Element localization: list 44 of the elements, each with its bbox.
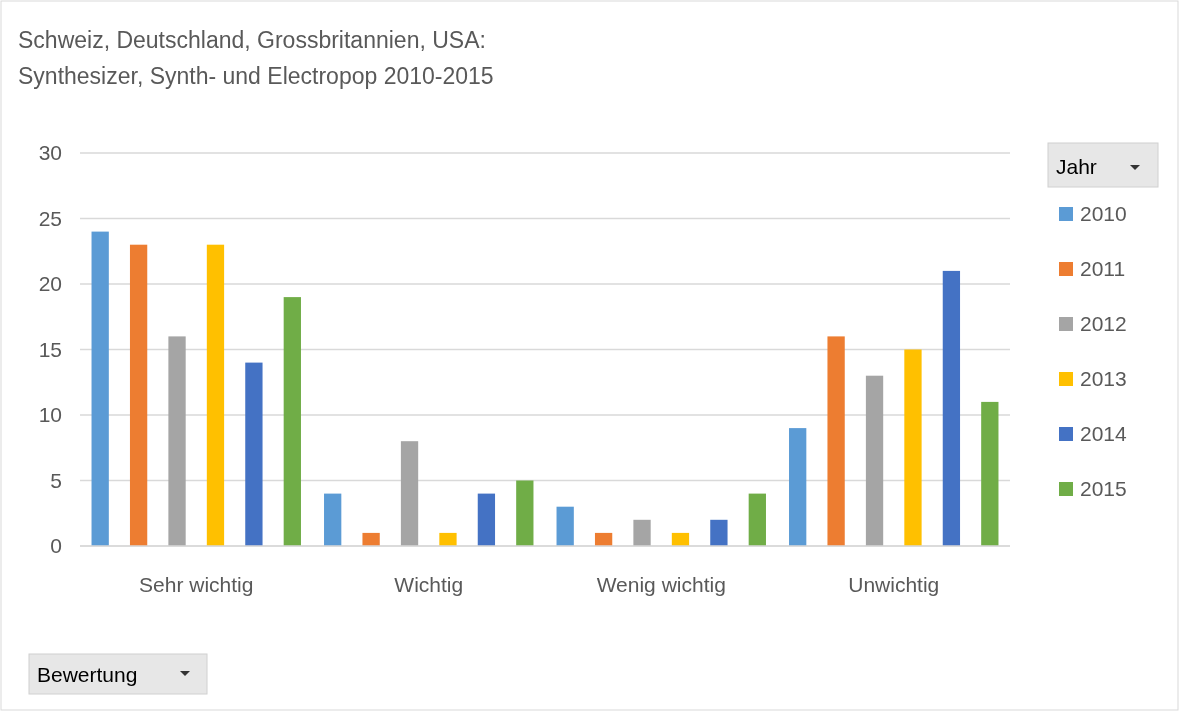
- bar: [710, 519, 728, 546]
- bar: [439, 532, 457, 546]
- legend-label: 2011: [1080, 257, 1126, 281]
- y-tick-label: 10: [38, 403, 62, 427]
- bar: [671, 532, 690, 546]
- bar: [206, 244, 225, 546]
- x-tick-label: Wenig wichtig: [596, 573, 726, 596]
- legend-label: 2012: [1080, 312, 1127, 336]
- bar: [400, 441, 419, 546]
- y-tick-label: 20: [38, 272, 62, 296]
- bar: [904, 349, 922, 546]
- bar: [168, 336, 186, 546]
- bar: [789, 428, 807, 546]
- bar: [129, 244, 148, 546]
- y-tick-label: 30: [38, 141, 62, 165]
- bar: [942, 270, 961, 546]
- bar: [827, 336, 845, 546]
- legend-label: 2015: [1080, 477, 1127, 501]
- bar: [865, 375, 884, 546]
- bar: [633, 519, 651, 546]
- y-tick-label: 5: [50, 468, 62, 492]
- y-tick-label: 25: [38, 206, 62, 230]
- bar: [981, 401, 999, 546]
- y-tick-label: 15: [38, 337, 62, 361]
- bar: [477, 493, 496, 546]
- legend-label: 2013: [1080, 367, 1127, 391]
- bar: [91, 231, 109, 546]
- y-tick-label: 0: [50, 534, 62, 558]
- x-axis-title: Bewertung: [37, 663, 138, 686]
- bar: [362, 532, 380, 546]
- bar: [594, 532, 613, 546]
- legend-title: Jahr: [1056, 155, 1097, 178]
- bar: [324, 493, 342, 546]
- legend-label: 2010: [1080, 202, 1127, 226]
- bar: [748, 493, 766, 546]
- chart-title: Schweiz, Deutschland, Grossbritannien, USA: Synthesizer, Synth- und Electropop 2010-2015: [18, 27, 494, 89]
- legend-label: 2014: [1080, 422, 1128, 446]
- x-tick-label: Sehr wichtig: [139, 573, 254, 596]
- bar: [283, 297, 301, 546]
- x-tick-label: Unwichtig: [848, 573, 940, 596]
- bar: [245, 362, 263, 546]
- x-tick-label: Wichtig: [394, 573, 464, 596]
- bar: [556, 506, 574, 546]
- bar: [516, 480, 534, 546]
